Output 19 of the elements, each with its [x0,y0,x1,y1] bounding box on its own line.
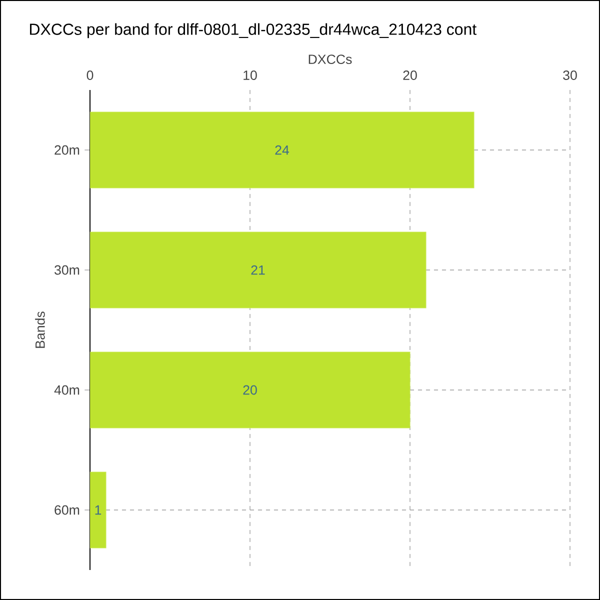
x-tick-label: 0 [86,70,94,80]
y-tick-label: 60m [54,505,80,515]
bar [90,232,426,308]
x-tick-label: 10 [244,70,257,80]
x-tick-label: 20 [403,70,417,80]
x-axis-title: DXCCs [308,54,352,64]
y-tick-label: 40m [54,385,80,395]
bar [90,472,106,548]
chart-title: DXCCs per band for dlff-0801_dl-02335_dr44wca_210423 cont [30,23,477,38]
x-tick-label: 30 [563,70,577,80]
data-label: 24 [275,145,290,155]
y-axis-title: Bands [35,312,45,348]
y-tick-label: 20m [54,145,80,155]
bar [90,112,474,188]
data-label: 1 [95,505,102,515]
data-label: 21 [251,265,265,275]
y-tick-label: 30m [54,265,80,275]
data-label: 20 [243,385,257,395]
bar [90,352,410,428]
